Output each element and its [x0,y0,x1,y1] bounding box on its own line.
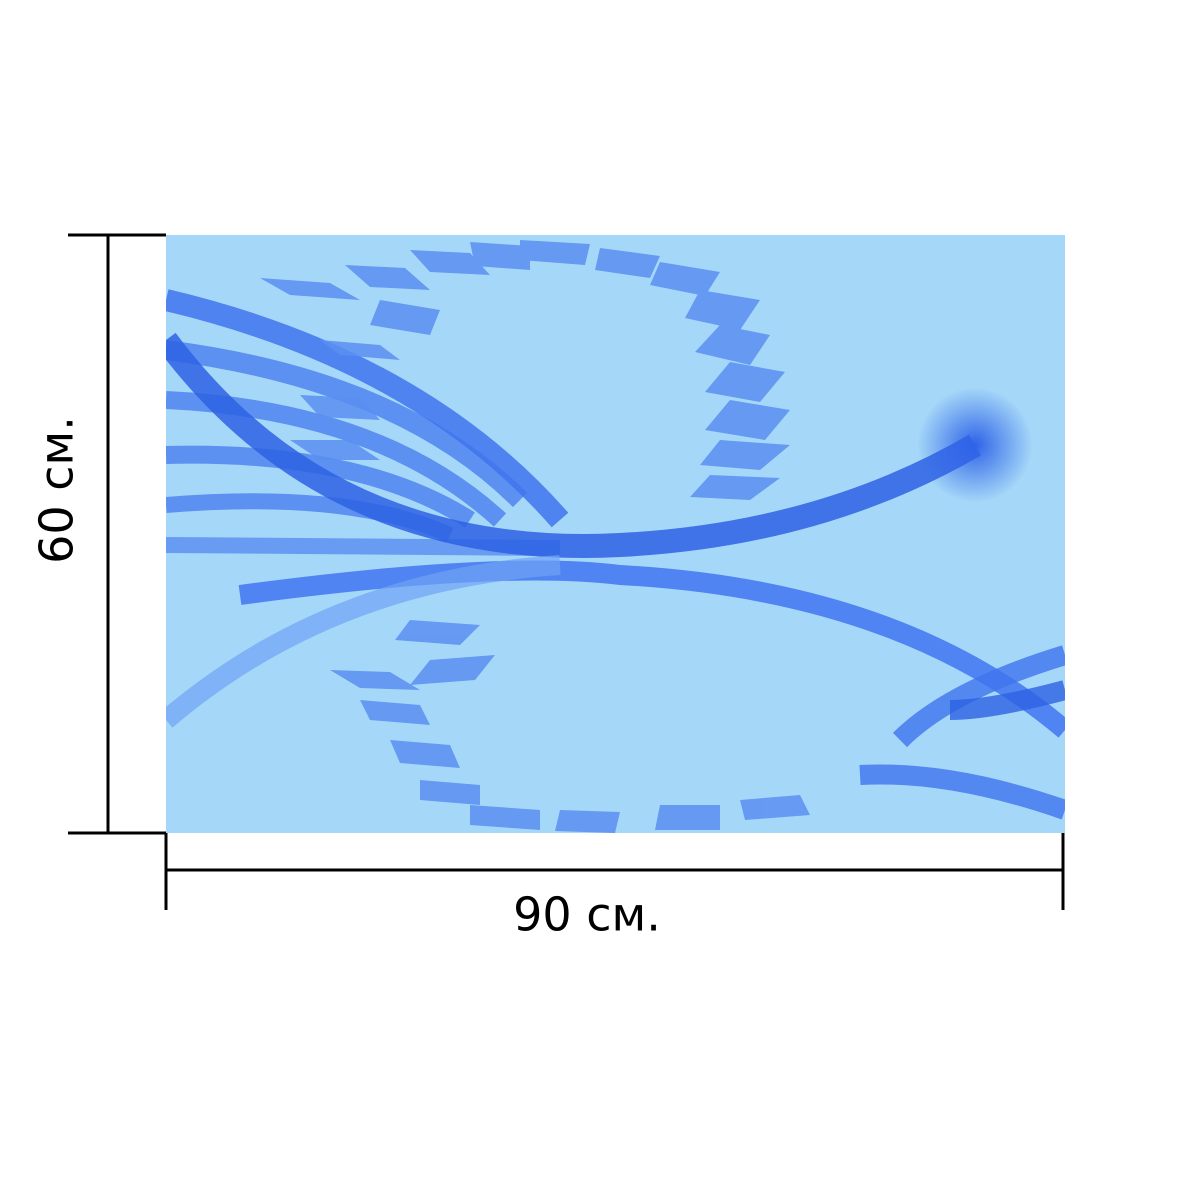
height-dimension: 60 см. [30,233,166,835]
width-dimension: 90 см. [164,833,1065,942]
width-label: 90 см. [513,888,661,942]
height-label: 60 см. [30,416,84,564]
artwork [166,235,1065,833]
